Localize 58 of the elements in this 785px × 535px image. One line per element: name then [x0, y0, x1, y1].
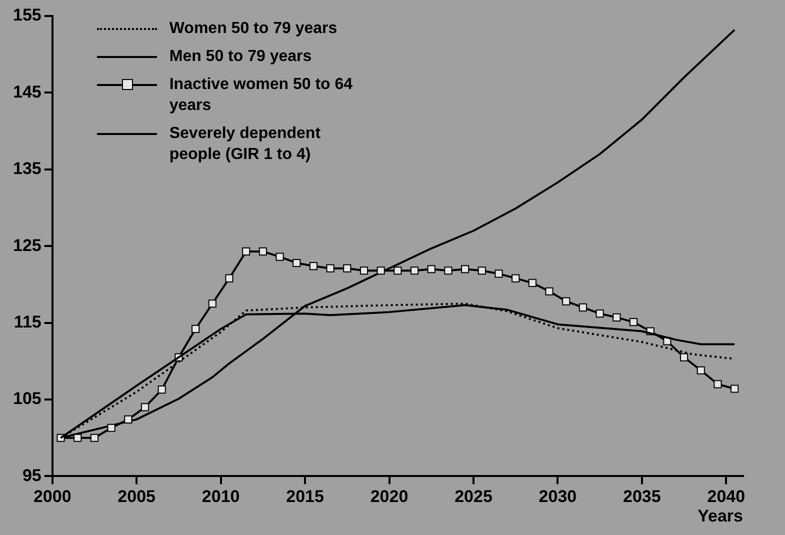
point	[124, 415, 132, 424]
point	[528, 278, 536, 287]
point	[74, 434, 82, 442]
y-tick-label: 125	[12, 236, 42, 255]
point	[427, 265, 436, 274]
point	[730, 384, 739, 393]
x-tick-label: 2000	[33, 487, 72, 506]
point	[545, 287, 554, 296]
point	[276, 252, 284, 261]
y-tick-label: 155	[12, 6, 42, 25]
point	[90, 434, 99, 442]
y-tick-label: 145	[12, 82, 42, 102]
point	[512, 274, 520, 282]
point	[107, 424, 116, 432]
x-tick-label: 2010	[202, 487, 240, 506]
point	[461, 265, 470, 274]
point	[578, 303, 588, 312]
legend-label: Women 50 to 79 years	[169, 19, 338, 39]
point	[360, 266, 368, 275]
y-tick-label: 95	[22, 466, 42, 485]
x-tick-label: 2025	[454, 487, 492, 506]
point	[309, 262, 318, 270]
point	[140, 403, 150, 412]
point	[596, 310, 604, 318]
point	[343, 264, 352, 272]
legend-label: Severely dependent people (GIR 1 to 4)	[169, 124, 322, 165]
point	[444, 266, 452, 275]
point	[326, 264, 334, 272]
point	[225, 274, 234, 282]
point	[394, 266, 402, 275]
y-tick-label: 115	[14, 312, 42, 332]
point	[192, 324, 200, 333]
point	[494, 270, 503, 278]
point	[562, 297, 570, 306]
x-tick-label: 2040	[707, 487, 746, 506]
x-axis-title: Years	[698, 506, 743, 526]
y-tick-label: 105	[12, 389, 42, 408]
point	[680, 353, 688, 362]
x-tick-label: 2020	[370, 487, 408, 506]
point	[258, 247, 267, 256]
x-tick-label: 2015	[286, 487, 324, 506]
point	[376, 266, 385, 275]
point	[714, 380, 722, 388]
point	[478, 266, 486, 275]
point	[696, 366, 705, 374]
x-tick-label: 2030	[538, 487, 577, 506]
point	[158, 385, 166, 394]
point	[629, 318, 638, 326]
point	[242, 247, 250, 256]
y-tick-label: 135	[12, 159, 42, 178]
point	[208, 300, 216, 308]
point	[292, 258, 301, 268]
legend-label: Inactive women 50 to 64 years	[169, 75, 354, 116]
point	[612, 313, 621, 322]
x-tick-label: 2035	[623, 487, 661, 506]
point	[410, 266, 419, 275]
x-tick-label: 2005	[118, 487, 156, 506]
legend-label: Men 50 to 79 years	[169, 47, 313, 67]
